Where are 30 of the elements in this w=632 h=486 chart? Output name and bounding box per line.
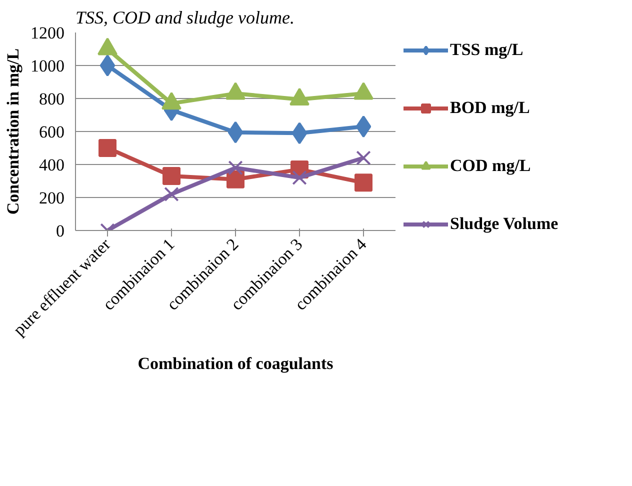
point — [162, 92, 182, 110]
point — [226, 170, 244, 188]
legend-label: Sludge Volume — [450, 214, 558, 234]
point — [292, 122, 308, 144]
point — [290, 88, 310, 106]
y-tick-label: 400 — [39, 156, 64, 174]
y-tick-label: 1000 — [30, 56, 64, 76]
point — [98, 139, 116, 157]
legend-label: COD mg/L — [450, 156, 531, 176]
point — [98, 38, 118, 56]
point — [356, 150, 371, 166]
y-tick-label: 800 — [39, 90, 64, 108]
point — [292, 170, 307, 186]
point — [354, 82, 374, 100]
point — [162, 167, 180, 186]
text: TSS, COD and sludge volume. — [76, 8, 294, 28]
point — [228, 121, 244, 144]
y-tick-label: 1200 — [30, 24, 64, 42]
legend-label: BOD mg/L — [450, 98, 530, 118]
legend-label: TSS mg/L — [450, 40, 524, 60]
x-axis-title: Combination of coagulants — [138, 354, 334, 374]
point — [228, 160, 243, 176]
y-tick-label: 200 — [39, 188, 64, 208]
y-tick-label: 0 — [56, 222, 64, 240]
point — [356, 116, 372, 138]
y-axis-title: Concentration in mg/L — [4, 48, 22, 215]
point — [226, 82, 246, 100]
point — [164, 186, 179, 202]
point — [354, 174, 372, 192]
y-tick-label: 600 — [39, 122, 64, 142]
